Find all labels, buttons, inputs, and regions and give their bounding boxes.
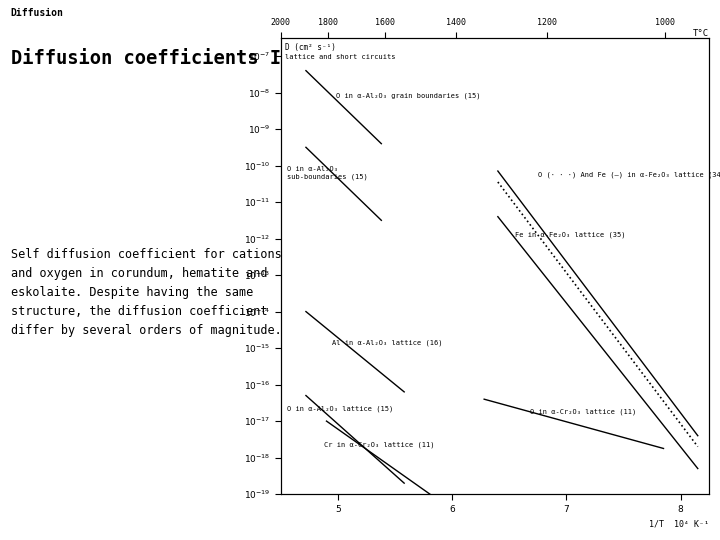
Text: Diffusion coefficients II: Diffusion coefficients II bbox=[11, 49, 292, 68]
Text: Al in α-Al₂O₃ lattice (16): Al in α-Al₂O₃ lattice (16) bbox=[332, 339, 443, 346]
Text: Diffusion: Diffusion bbox=[11, 8, 63, 18]
Text: lattice and short circuits: lattice and short circuits bbox=[285, 54, 396, 60]
Text: O in α-Al₂O₃ grain boundaries (15): O in α-Al₂O₃ grain boundaries (15) bbox=[336, 93, 480, 99]
Text: Cr in α-Cr₂O₃ lattice (11): Cr in α-Cr₂O₃ lattice (11) bbox=[324, 442, 435, 448]
Text: T°C: T°C bbox=[693, 29, 709, 38]
Text: O in α-Al₂O₃ lattice (15): O in α-Al₂O₃ lattice (15) bbox=[287, 405, 393, 411]
Text: O in α-Cr₂O₃ lattice (11): O in α-Cr₂O₃ lattice (11) bbox=[530, 409, 636, 415]
Text: O in α-Al₂O₃
sub-boundaries (15): O in α-Al₂O₃ sub-boundaries (15) bbox=[287, 166, 367, 180]
Text: Fe in α-Fe₂O₃ lattice (35): Fe in α-Fe₂O₃ lattice (35) bbox=[515, 232, 626, 238]
Text: Self diffusion coefficient for cations
and oxygen in corundum, hematite and
esko: Self diffusion coefficient for cations a… bbox=[11, 248, 282, 338]
Text: O (· · ·) And Fe (—) in α-Fe₂O₃ lattice (34): O (· · ·) And Fe (—) in α-Fe₂O₃ lattice … bbox=[538, 171, 720, 178]
Text: 1/T  10⁴ K⁻¹: 1/T 10⁴ K⁻¹ bbox=[649, 519, 709, 528]
Text: D (cm² s⁻¹): D (cm² s⁻¹) bbox=[285, 43, 336, 52]
